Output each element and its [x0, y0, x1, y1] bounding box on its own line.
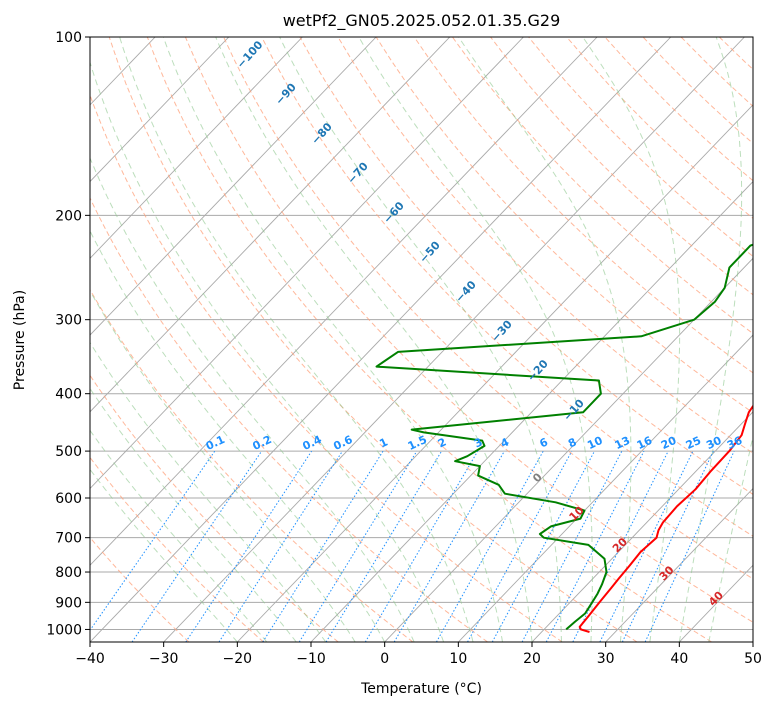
isotherm-line [384, 257, 753, 642]
dry-adiabat-line [108, 37, 638, 642]
y-axis-ticks: 100 200 300 400 500 600 700 800 900 1000 [46, 30, 90, 638]
x-tick-label: −20 [223, 651, 253, 667]
isotherm-line [90, 37, 672, 642]
dry-adiabat-line [223, 37, 753, 580]
x-tick-label: −40 [75, 651, 105, 667]
mixing-ratio-label: 25 [684, 434, 703, 452]
mixing-ratio-line [325, 450, 443, 642]
moist-adiabat-line [90, 387, 297, 642]
y-tick-label: 600 [55, 491, 82, 507]
dry-adiabat-line [184, 37, 753, 623]
y-tick-label: 1000 [46, 622, 82, 638]
dry-adiabat-line [146, 37, 712, 642]
isotherm-line [90, 37, 303, 259]
moist-adiabat-line [279, 37, 562, 642]
y-tick-label: 200 [55, 208, 82, 224]
mixing-ratio-line [644, 450, 735, 642]
mixing-ratio-line [218, 450, 343, 642]
y-tick-label: 300 [55, 313, 82, 329]
mixing-ratio-line [467, 450, 573, 642]
y-tick-label: 800 [55, 565, 82, 581]
mixing-ratio-line [435, 450, 544, 642]
isotherm-line [163, 37, 745, 642]
mixing-ratio-line [491, 450, 595, 642]
moist-adiabat-line [90, 429, 268, 642]
x-tick-label: 10 [449, 651, 467, 667]
dry-adiabat-line [261, 37, 753, 537]
mixing-ratio-label: 16 [635, 434, 655, 452]
moist-adiabat-line [458, 37, 632, 642]
mixing-ratio-line [90, 450, 216, 632]
isotherm-line [90, 37, 451, 413]
mixing-ratio-line [298, 450, 418, 642]
isotherm-line [605, 487, 753, 642]
moist-adiabat-line [90, 289, 356, 642]
x-tick-label: 20 [523, 651, 541, 667]
isotherm-line [90, 37, 377, 336]
moist-adiabat-line [90, 60, 445, 642]
y-tick-label: 900 [55, 595, 82, 611]
isotherm-line [90, 37, 230, 183]
moist-adiabat-line [358, 37, 593, 642]
mixing-ratio-line [572, 450, 669, 642]
temperature-line [578, 404, 753, 633]
moist-adiabat-line [90, 341, 327, 642]
plot-area: 0.1 0.2 0.4 0.6 1 1.5 2 3 4 6 8 10 13 16 20 25 30 36−100−… [90, 37, 753, 642]
moist-adiabat-line [90, 468, 238, 642]
dry-adiabat-line [90, 456, 264, 642]
dewpoint-line [375, 243, 753, 631]
x-tick-label: 0 [380, 651, 389, 667]
x-tick-label: 50 [744, 651, 762, 667]
isotherm-line [531, 411, 753, 642]
dry-adiabat-line [90, 196, 488, 642]
mixing-ratio-label: 20 [659, 434, 679, 452]
moist-adiabat-line [119, 37, 474, 642]
dry-adiabat-line [490, 37, 753, 296]
dry-adiabat-line [337, 37, 753, 454]
moist-adiabat-line [582, 37, 681, 642]
mixing-ratio-line [545, 450, 645, 642]
moist-adiabat-line [90, 229, 386, 642]
y-axis-label: Pressure (hPa) [12, 290, 28, 390]
background-lines [90, 37, 753, 642]
mixing-ratio-line [621, 450, 714, 642]
dry-adiabat-line [90, 288, 414, 642]
mixing-ratio-label: 30 [704, 434, 724, 452]
x-axis-ticks: −40 −30 −20 −10 0 10 20 30 40 50 [75, 642, 762, 667]
y-tick-label: 400 [55, 387, 82, 403]
mixing-ratio-label: 36 [725, 434, 745, 452]
moist-adiabat-line [708, 434, 753, 642]
x-axis-label: Temperature (°C) [360, 681, 482, 697]
dry-adiabat-line [90, 536, 190, 642]
y-tick-label: 500 [55, 444, 82, 460]
isotherm-line [458, 334, 753, 642]
x-tick-label: 40 [670, 651, 688, 667]
profile-lines [375, 243, 753, 633]
mixing-ratio-label: 10 [585, 434, 605, 452]
mixing-ratio-line [262, 450, 384, 642]
mixing-ratio-line [521, 450, 623, 642]
x-tick-label: −10 [296, 651, 326, 667]
mixing-ratio-label: 13 [613, 434, 632, 452]
moist-adiabat-line [215, 37, 533, 642]
moist-adiabat-line [162, 37, 503, 642]
dry-adiabat-line [375, 37, 753, 414]
plot-frame [89, 36, 754, 643]
isotherm-line [90, 37, 598, 566]
dry-adiabat-line [451, 37, 753, 335]
chart-title: wetPf2_GN05.2025.052.01.35.G29 [283, 11, 561, 31]
isotherm-line [90, 37, 524, 490]
dry-adiabat-line [90, 93, 563, 642]
y-tick-label: 700 [55, 531, 82, 547]
moist-adiabat-line [678, 37, 743, 642]
x-tick-label: −30 [149, 651, 179, 667]
y-tick-label: 100 [55, 30, 82, 46]
x-tick-label: 30 [597, 651, 615, 667]
isotherm-line [237, 104, 753, 642]
